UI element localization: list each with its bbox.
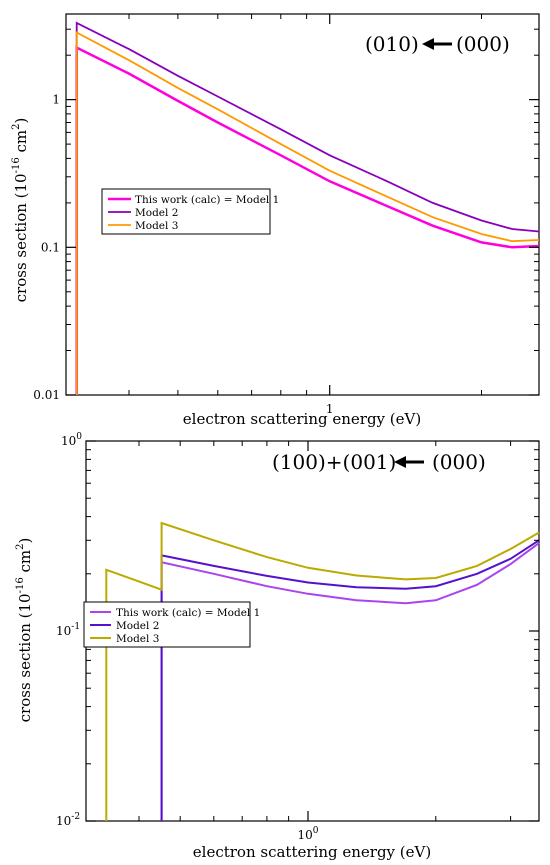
- bottom-y-tick-label: 10-2: [56, 812, 80, 828]
- top-y-tick-label: 0.01: [33, 388, 60, 402]
- bottom-annotation-reactant: (000): [432, 450, 486, 474]
- top-tick-group: 1 0.01 0.1 1: [33, 14, 539, 416]
- top-legend-label-3: Model 3: [135, 220, 178, 232]
- bottom-y-axis-title: cross section (10-16 cm2): [15, 538, 34, 723]
- bottom-legend-label-3: Model 3: [116, 633, 159, 645]
- top-y-tick-label: 0.1: [41, 240, 60, 254]
- left-arrow-icon: [394, 456, 424, 468]
- top-legend-label-1: This work (calc) = Model 1: [135, 194, 279, 206]
- top-legend-label-2: Model 2: [135, 207, 178, 219]
- top-series-line-2: [75, 21, 540, 395]
- bottom-tick-group: 100 10-2 10-1 100: [56, 432, 539, 842]
- bottom-y-tick-label: 100: [61, 432, 82, 448]
- top-series-line-3: [75, 31, 540, 395]
- top-panel: 1 0.01 0.1 1 (010) (000) This work (calc) =…: [11, 13, 540, 428]
- bottom-x-tick-label: 100: [297, 826, 318, 842]
- bottom-annotation-product: (100)+(001): [272, 450, 396, 474]
- top-y-axis-title: cross section (10-16 cm2): [11, 118, 30, 303]
- bottom-series-line-3: [105, 521, 540, 821]
- top-legend: This work (calc) = Model 1 Model 2 Model…: [101, 188, 279, 235]
- top-annotation-product: (010): [365, 32, 419, 56]
- top-annotation-reactant: (000): [456, 32, 510, 56]
- bottom-panel: 100 10-2 10-1 100 (100)+(001) (000) This wo…: [15, 432, 540, 861]
- bottom-series-line-1: [160, 542, 540, 821]
- top-y-tick-label: 1: [52, 93, 60, 107]
- top-series-line-1: [75, 45, 540, 395]
- bottom-legend: This work (calc) = Model 1 Model 2 Model…: [83, 601, 260, 648]
- top-plot-frame: [65, 13, 540, 396]
- top-series-group: [75, 21, 540, 395]
- bottom-series-line-2: [160, 539, 540, 821]
- bottom-legend-label-1: This work (calc) = Model 1: [116, 607, 260, 619]
- left-arrow-icon: [422, 38, 452, 50]
- bottom-legend-box: [83, 601, 251, 648]
- bottom-y-tick-label: 10-1: [56, 622, 80, 638]
- bottom-x-axis-title: electron scattering energy (eV): [193, 843, 431, 861]
- bottom-series-group: [105, 521, 540, 821]
- bottom-legend-label-2: Model 2: [116, 620, 159, 632]
- top-x-tick-label: 1: [326, 402, 334, 416]
- top-x-axis-title: electron scattering energy (eV): [183, 410, 421, 428]
